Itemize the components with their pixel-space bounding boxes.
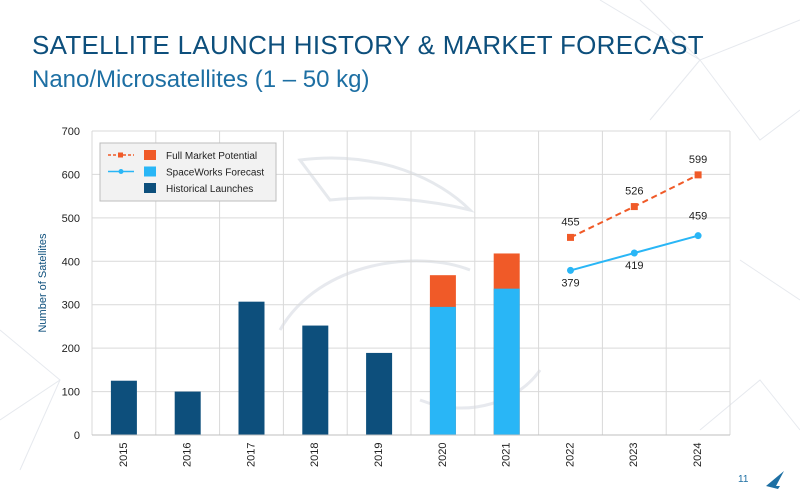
y-tick-label: 400 [62, 256, 80, 268]
bars-group [110, 253, 520, 435]
data-label-forecast-2022: 379 [561, 277, 579, 289]
axes-group: 0 100 200 300 400 500 600 700 2015 2016 2017 2018 20… [37, 126, 730, 467]
x-tick-label: 2019 [373, 443, 385, 467]
y-tick-label: 500 [62, 213, 80, 225]
bar-historical-2018 [302, 325, 329, 435]
bar-spaceworks-forecast-2020 [429, 306, 456, 435]
x-tick-label: 2015 [118, 443, 130, 467]
x-tick-label: 2016 [182, 443, 194, 467]
bar-historical-2019 [366, 352, 393, 435]
marker-forecast-2024 [694, 232, 702, 240]
legend-label-historical: Historical Launches [166, 184, 253, 195]
legend: Full Market Potential SpaceWorks Forecast… [99, 142, 277, 202]
x-tick-label: 2020 [437, 443, 449, 467]
bar-historical-2017 [238, 301, 265, 435]
x-tick-label: 2021 [501, 443, 513, 467]
y-tick-label: 600 [62, 169, 80, 181]
legend-label-forecast: SpaceWorks Forecast [166, 168, 264, 179]
bar-historical-2015 [110, 380, 137, 435]
data-label-market-2024: 599 [689, 154, 707, 166]
data-label-market-2023: 526 [625, 186, 643, 198]
y-axis-title: Number of Satellites [37, 233, 49, 333]
x-tick-label: 2018 [309, 443, 321, 467]
page-number: 11 [738, 474, 749, 485]
data-label-forecast-2023: 419 [625, 260, 643, 272]
legend-label-market: Full Market Potential [166, 151, 257, 162]
legend-marker-forecast [118, 169, 124, 174]
legend-swatch-forecast [144, 166, 156, 177]
marker-forecast-2023 [630, 249, 638, 257]
bar-spaceworks-forecast-2021 [493, 288, 520, 435]
marker-market-2024 [694, 171, 702, 179]
bar-historical-2016 [174, 391, 201, 435]
y-tick-label: 700 [62, 126, 80, 138]
y-tick-label: 0 [74, 430, 80, 442]
slide-subtitle: Nano/Microsatellites (1 – 50 kg) [32, 66, 370, 93]
y-tick-label: 200 [62, 343, 80, 355]
x-tick-label: 2017 [245, 443, 257, 467]
marker-market-2023 [630, 203, 638, 211]
y-tick-label: 100 [62, 387, 80, 399]
data-labels-group: 455 526 599 379 419 459 [561, 154, 707, 290]
legend-swatch-historical [144, 183, 156, 193]
company-logo-icon [766, 471, 784, 489]
x-tick-label: 2023 [628, 443, 640, 467]
data-label-market-2022: 455 [561, 216, 579, 228]
x-tick-label: 2022 [564, 443, 576, 467]
marker-market-2022 [567, 233, 574, 241]
forecast-lines-group [567, 171, 702, 274]
marker-forecast-2022 [567, 266, 574, 274]
data-label-forecast-2024: 459 [689, 211, 707, 223]
legend-swatch-market [144, 150, 156, 160]
legend-marker-market [118, 152, 123, 158]
x-tick-label: 2024 [692, 443, 704, 467]
slide-title: SATELLITE LAUNCH HISTORY & MARKET FORECA… [32, 30, 704, 60]
y-tick-label: 300 [62, 300, 80, 312]
